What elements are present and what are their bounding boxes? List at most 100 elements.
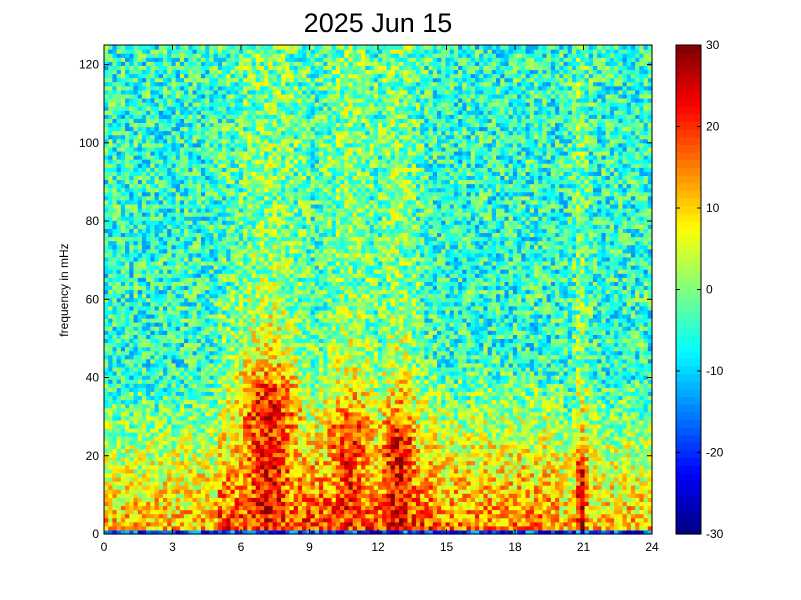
heatmap-cell: [230, 142, 236, 148]
heatmap-cell: [108, 281, 114, 287]
heatmap-cell: [175, 415, 181, 421]
heatmap-cell: [175, 403, 181, 409]
heatmap-cell: [154, 171, 160, 176]
heatmap-cell: [222, 309, 227, 315]
heatmap-cell: [213, 371, 219, 376]
heatmap-cell: [154, 387, 160, 392]
heatmap-cell: [129, 460, 135, 466]
heatmap-cell: [104, 150, 109, 156]
heatmap-cell: [141, 85, 147, 91]
heatmap-cell: [230, 265, 236, 270]
heatmap-cell: [137, 146, 143, 152]
heatmap-cell: [259, 452, 265, 458]
heatmap-cell: [222, 456, 227, 462]
heatmap-cell: [196, 85, 202, 91]
heatmap-cell: [272, 65, 278, 71]
heatmap-cell: [196, 244, 202, 250]
heatmap-cell: [171, 489, 177, 494]
heatmap-cell: [125, 130, 130, 136]
heatmap-cell: [222, 513, 227, 519]
heatmap-cell: [179, 93, 185, 99]
heatmap-cell: [137, 163, 143, 168]
heatmap-cell: [238, 53, 244, 58]
heatmap-cell: [167, 322, 173, 327]
heatmap-cell: [222, 134, 227, 140]
heatmap-cell: [120, 415, 126, 421]
heatmap-cell: [171, 362, 177, 368]
heatmap-cell: [251, 89, 257, 95]
heatmap-cell: [217, 191, 223, 197]
heatmap-cell: [272, 93, 278, 99]
heatmap-cell: [255, 65, 261, 71]
heatmap-cell: [129, 97, 135, 103]
heatmap-cell: [158, 89, 164, 95]
heatmap-cell: [125, 187, 130, 193]
heatmap-cell: [188, 269, 194, 274]
heatmap-cell: [217, 106, 223, 111]
heatmap-cell: [243, 199, 248, 205]
heatmap-cell: [141, 273, 147, 278]
heatmap-cell: [243, 521, 248, 527]
heatmap-cell: [247, 517, 253, 523]
heatmap-cell: [129, 199, 135, 205]
heatmap-cell: [175, 65, 181, 71]
heatmap-cell: [272, 126, 278, 132]
heatmap-cell: [184, 118, 189, 124]
heatmap-cell: [259, 399, 265, 405]
heatmap-cell: [112, 440, 118, 445]
heatmap-cell: [255, 73, 261, 79]
heatmap-cell: [158, 273, 164, 278]
heatmap-cell: [209, 419, 215, 425]
heatmap-cell: [179, 203, 185, 209]
heatmap-cell: [217, 334, 223, 339]
heatmap-cell: [120, 501, 126, 507]
heatmap-cell: [264, 411, 269, 417]
heatmap-cell: [129, 89, 135, 95]
heatmap-cell: [230, 338, 236, 344]
heatmap-cell: [116, 346, 122, 352]
heatmap-cell: [234, 428, 240, 433]
heatmap-cell: [158, 501, 164, 507]
heatmap-cell: [167, 309, 173, 315]
heatmap-cell: [200, 334, 206, 339]
heatmap-cell: [243, 309, 248, 315]
heatmap-cell: [158, 346, 164, 352]
heatmap-cell: [255, 521, 261, 527]
heatmap-cell: [217, 330, 223, 335]
heatmap-cell: [272, 244, 278, 250]
heatmap-cell: [125, 481, 130, 486]
heatmap-cell: [158, 481, 164, 486]
heatmap-cell: [188, 468, 194, 474]
heatmap-cell: [175, 521, 181, 527]
heatmap-cell: [247, 366, 253, 372]
heatmap-cell: [116, 175, 122, 181]
heatmap-cell: [259, 521, 265, 527]
heatmap-cell: [154, 301, 160, 307]
heatmap-cell: [150, 428, 156, 433]
heatmap-cell: [188, 146, 194, 152]
heatmap-cell: [259, 248, 265, 254]
heatmap-cell: [276, 464, 282, 470]
heatmap-cell: [154, 468, 160, 474]
heatmap-cell: [213, 49, 219, 54]
heatmap-cell: [175, 346, 181, 352]
heatmap-cell: [264, 126, 269, 132]
heatmap-cell: [259, 61, 265, 66]
heatmap-cell: [163, 195, 168, 201]
heatmap-cell: [137, 411, 143, 417]
heatmap-cell: [104, 403, 109, 409]
heatmap-cell: [200, 171, 206, 176]
heatmap-cell: [230, 501, 236, 507]
heatmap-cell: [268, 183, 274, 189]
heatmap-cell: [238, 195, 244, 201]
heatmap-cell: [272, 423, 278, 429]
heatmap-cell: [192, 517, 198, 523]
heatmap-cell: [192, 269, 198, 274]
heatmap-cell: [226, 481, 232, 486]
heatmap-cell: [167, 236, 173, 242]
heatmap-cell: [179, 159, 185, 164]
heatmap-cell: [158, 521, 164, 527]
heatmap-cell: [179, 513, 185, 519]
heatmap-cell: [205, 391, 210, 397]
heatmap-cell: [188, 179, 194, 185]
